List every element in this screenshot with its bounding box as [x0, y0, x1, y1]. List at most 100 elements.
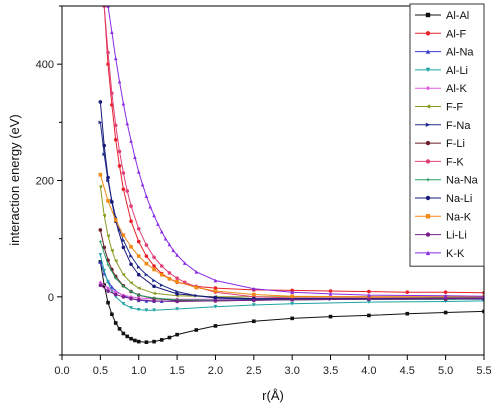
- legend-item-f-li: F-Li: [415, 138, 465, 150]
- data-point: [98, 184, 103, 189]
- data-point: [98, 239, 103, 244]
- data-point: [144, 272, 149, 277]
- data-point: [144, 194, 149, 199]
- data-point: [194, 270, 199, 274]
- data-point: [290, 297, 294, 302]
- legend-item-na-na: Na-Na: [415, 175, 479, 187]
- data-point: [290, 302, 294, 306]
- legend-item-k-k: K-K: [415, 248, 465, 260]
- data-point: [136, 265, 141, 269]
- x-tick-label: 0.5: [93, 365, 108, 377]
- data-point: [106, 199, 110, 203]
- data-point: [113, 290, 118, 294]
- legend-item-f-f: F-F: [415, 102, 463, 114]
- data-point: [175, 299, 179, 304]
- legend-label: Al-Al: [446, 10, 469, 22]
- y-tick-label: 200: [36, 176, 54, 188]
- data-point: [367, 300, 371, 304]
- data-point: [175, 279, 179, 284]
- x-tick-label: 5.0: [438, 365, 453, 377]
- data-point: [121, 233, 126, 237]
- data-point: [129, 139, 133, 143]
- data-point: [136, 307, 141, 312]
- legend-item-na-li: Na-Li: [415, 193, 472, 205]
- data-point: [136, 339, 141, 344]
- data-point: [175, 276, 179, 281]
- x-axis: 0.0 0.5 1.0 1.5 2.0 2.5 3.0 3.5 4.0 4.5 5.0 5.5: [54, 355, 492, 377]
- x-tick-label: 3.5: [323, 365, 338, 377]
- data-point: [98, 172, 103, 177]
- data-point: [140, 182, 145, 187]
- legend-item-al-k: Al-K: [415, 83, 467, 95]
- data-point: [129, 289, 133, 294]
- data-point: [171, 248, 176, 253]
- data-point: [102, 213, 106, 218]
- legend-item-al-f: Al-F: [415, 28, 466, 40]
- data-point: [98, 120, 103, 125]
- series-line: [99, 174, 484, 298]
- data-point: [113, 321, 118, 325]
- y-tick-label: 400: [36, 59, 54, 71]
- data-point: [213, 278, 218, 283]
- data-point: [106, 280, 110, 285]
- data-point: [443, 293, 448, 298]
- data-point: [102, 152, 106, 157]
- y-axis-title: interaction energy (eV): [7, 114, 22, 246]
- data-point: [125, 121, 130, 126]
- data-point: [167, 277, 172, 281]
- data-point: [129, 204, 133, 208]
- data-point: [152, 264, 156, 268]
- data-point: [125, 189, 130, 193]
- data-point: [156, 222, 160, 226]
- data-point: [110, 91, 114, 96]
- legend-label: Li-Li: [446, 230, 467, 242]
- data-point: [148, 204, 153, 209]
- data-point: [182, 280, 187, 285]
- legend-marker: [425, 177, 431, 182]
- data-point: [328, 292, 333, 296]
- data-point: [152, 255, 156, 260]
- data-point: [113, 137, 118, 142]
- data-point: [252, 298, 256, 303]
- series-line: [103, 6, 484, 299]
- y-tick-label: 0: [48, 292, 54, 304]
- data-point: [328, 314, 333, 319]
- data-point: [144, 299, 149, 303]
- data-point: [213, 286, 218, 290]
- legend-label: Al-F: [446, 28, 466, 40]
- data-point: [443, 310, 448, 315]
- data-point: [367, 293, 371, 297]
- x-axis-title: r(Å): [262, 388, 284, 403]
- data-point: [159, 264, 164, 268]
- data-point: [110, 312, 114, 317]
- data-point: [136, 286, 141, 290]
- x-tick-label: 2.5: [246, 365, 261, 377]
- data-point: [98, 283, 103, 288]
- data-point: [117, 79, 122, 84]
- data-point: [129, 336, 133, 341]
- data-point: [106, 50, 110, 55]
- data-point: [144, 308, 149, 313]
- x-tick-label: 4.0: [361, 365, 376, 377]
- data-point: [133, 338, 137, 343]
- x-tick-label: 5.5: [476, 365, 491, 377]
- data-point: [121, 284, 126, 289]
- legend-label: Al-Li: [446, 65, 468, 77]
- legend-label: Al-K: [446, 83, 467, 95]
- data-point: [159, 338, 164, 342]
- data-point: [159, 272, 164, 277]
- data-point: [152, 339, 156, 344]
- data-point: [290, 294, 294, 299]
- legend-label: Na-Na: [446, 175, 479, 187]
- data-point: [152, 291, 156, 296]
- series-layer: [98, 6, 484, 345]
- data-point: [367, 313, 371, 318]
- data-point: [405, 290, 410, 294]
- data-point: [175, 253, 179, 257]
- data-point: [129, 281, 133, 285]
- data-point: [110, 30, 114, 34]
- data-point: [144, 261, 149, 266]
- data-point: [129, 262, 133, 267]
- data-point: [136, 254, 141, 258]
- data-point: [152, 278, 156, 283]
